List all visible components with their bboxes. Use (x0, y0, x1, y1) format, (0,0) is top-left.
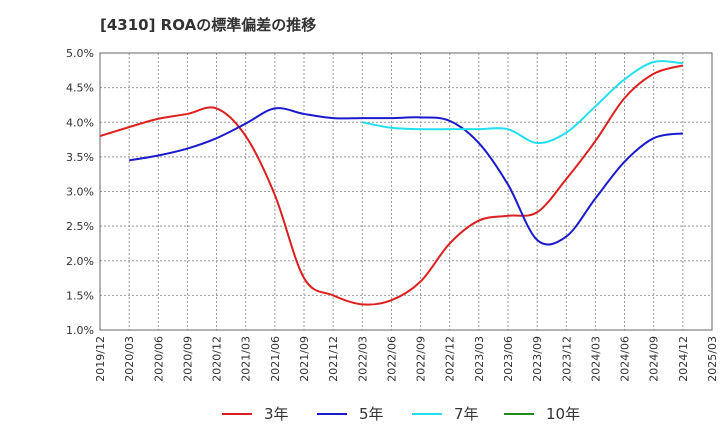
x-tick-label: 2023/06 (502, 336, 515, 382)
legend-label-0: 3年 (264, 405, 289, 423)
x-tick-label: 2022/09 (415, 336, 428, 382)
x-tick-label: 2021/09 (298, 336, 311, 382)
series-line-2 (362, 60, 683, 145)
legend-label-1: 5年 (359, 405, 384, 423)
chart-title: [4310] ROAの標準偏差の推移 (100, 16, 317, 34)
x-tick-label: 2024/03 (589, 336, 602, 382)
series-line-0 (99, 64, 684, 306)
y-tick-label: 1.0% (66, 324, 94, 337)
y-tick-label: 2.5% (66, 220, 94, 233)
x-tick-label: 2025/03 (706, 336, 719, 382)
x-tick-label: 2021/03 (240, 336, 253, 382)
y-tick-label: 4.0% (66, 116, 94, 129)
x-tick-label: 2020/03 (123, 336, 136, 382)
y-tick-label: 3.0% (66, 186, 94, 199)
legend-label-2: 7年 (454, 405, 479, 423)
plot-border (99, 52, 713, 331)
x-tick-label: 2024/06 (619, 336, 632, 382)
x-tick-label: 2021/06 (269, 336, 282, 382)
x-tick-label: 2019/12 (94, 336, 107, 382)
x-tick-label: 2021/12 (327, 336, 340, 382)
x-tick-label: 2020/12 (211, 336, 224, 382)
x-tick-label: 2020/06 (152, 336, 165, 382)
x-tick-label: 2020/09 (181, 336, 194, 382)
x-tick-label: 2023/03 (473, 336, 486, 382)
x-tick-label: 2024/09 (648, 336, 661, 382)
x-tick-label: 2023/12 (560, 336, 573, 382)
series-line-1 (128, 107, 684, 246)
y-tick-label: 3.5% (66, 151, 94, 164)
x-tick-label: 2022/06 (385, 336, 398, 382)
legend-label-3: 10年 (546, 405, 580, 423)
x-tick-label: 2024/12 (677, 336, 690, 382)
y-tick-label: 4.5% (66, 82, 94, 95)
y-tick-label: 1.5% (66, 289, 94, 302)
x-tick-label: 2022/03 (356, 336, 369, 382)
x-tick-label: 2023/09 (531, 336, 544, 382)
y-tick-label: 5.0% (66, 47, 94, 60)
x-tick-label: 2022/12 (444, 336, 457, 382)
y-tick-label: 2.0% (66, 255, 94, 268)
